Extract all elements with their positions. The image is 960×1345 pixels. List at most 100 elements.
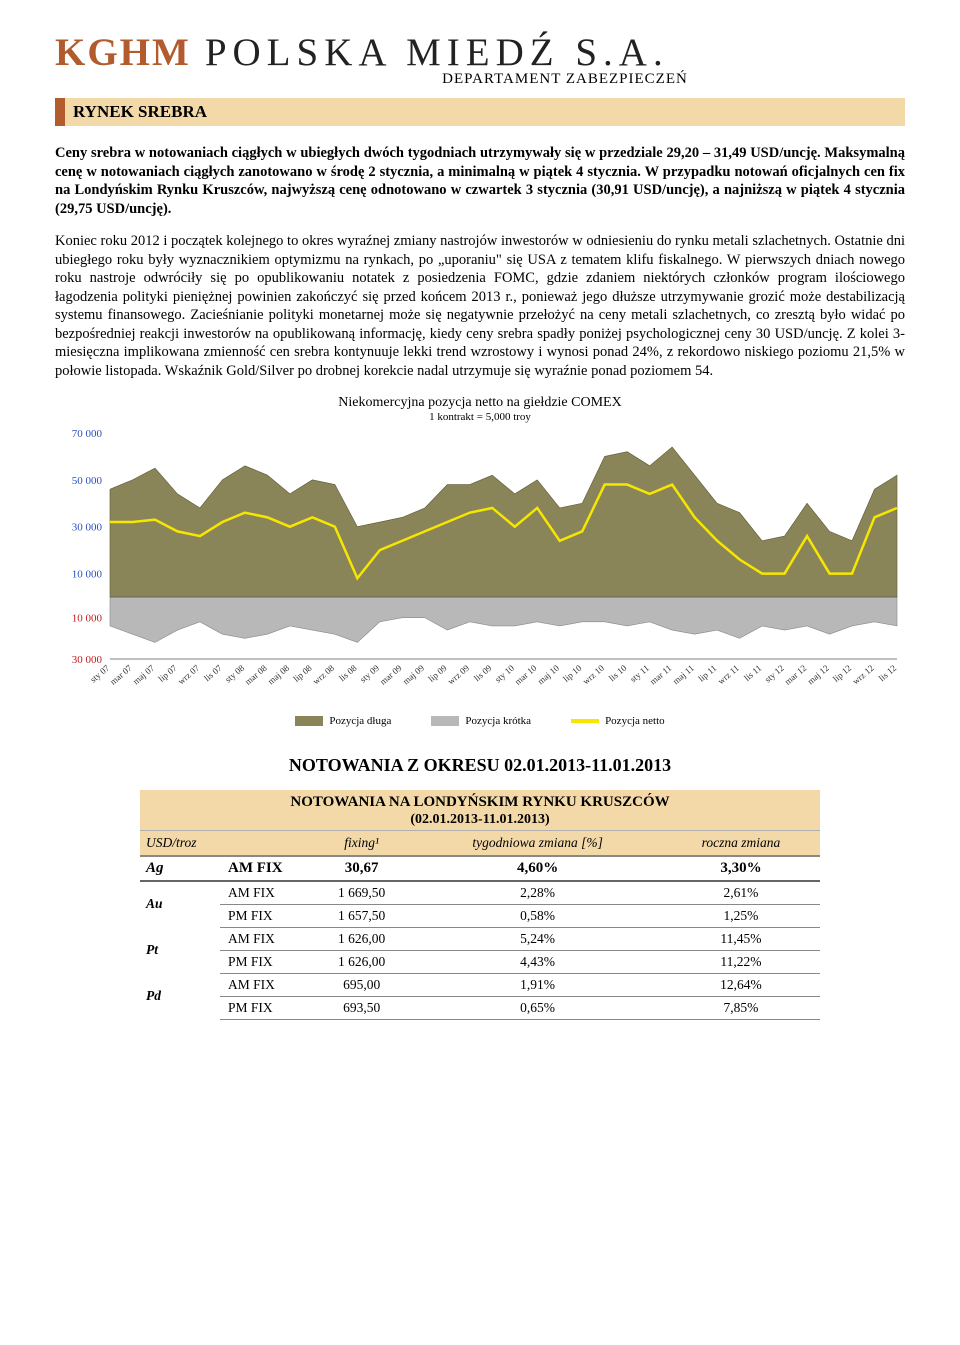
weekly-cell: 5,24% [413, 927, 662, 950]
table-row: AuAM FIX1 669,502,28%2,61% [140, 881, 820, 905]
legend-short-label: Pozycja krótka [465, 715, 531, 727]
table-row: PtAM FIX1 626,005,24%11,45% [140, 927, 820, 950]
swatch-short [431, 716, 459, 726]
price-cell: 693,50 [310, 996, 413, 1019]
svg-text:50 000: 50 000 [72, 474, 103, 486]
table-row: AgAM FIX30,674,60%3,30% [140, 856, 820, 881]
comex-chart: Niekomercyjna pozycja netto na giełdzie … [55, 395, 905, 727]
page-header: KGHM POLSKA MIEDŹ S.A. DEPARTAMENT ZABEZ… [55, 30, 905, 88]
svg-text:10 000: 10 000 [72, 568, 103, 580]
table-title: NOTOWANIA NA LONDYŃSKIM RYNKU KRUSZCÓW (… [140, 790, 820, 831]
weekly-cell: 4,60% [413, 856, 662, 881]
quotes-table: USD/troz fixing¹tygodniowa zmiana [%]rocz… [140, 831, 820, 1020]
fix-cell: AM FIX [220, 881, 310, 905]
yearly-cell: 1,25% [662, 904, 820, 927]
svg-text:mar 08: mar 08 [243, 662, 269, 686]
yearly-cell: 7,85% [662, 996, 820, 1019]
svg-text:sty 11: sty 11 [628, 662, 651, 683]
price-cell: 1 626,00 [310, 950, 413, 973]
svg-text:wrz 09: wrz 09 [446, 662, 472, 686]
section-title: RYNEK SREBRA [73, 102, 207, 121]
svg-text:wrz 12: wrz 12 [850, 662, 875, 686]
svg-text:wrz 08: wrz 08 [311, 662, 337, 686]
logo-company: POLSKA MIEDŹ S.A. [205, 30, 669, 75]
th-unit: USD/troz [140, 831, 220, 856]
fix-cell: PM FIX [220, 904, 310, 927]
svg-text:lis 09: lis 09 [472, 662, 494, 683]
svg-text:maj 10: maj 10 [536, 662, 562, 686]
symbol-cell: Pd [140, 973, 220, 1019]
legend-long-label: Pozycja długa [329, 715, 391, 727]
price-cell: 695,00 [310, 973, 413, 996]
svg-text:sty 12: sty 12 [763, 662, 786, 684]
weekly-cell: 2,28% [413, 881, 662, 905]
svg-text:lip 10: lip 10 [561, 662, 584, 683]
table-row: PM FIX1 626,004,43%11,22% [140, 950, 820, 973]
svg-text:maj 07: maj 07 [131, 662, 157, 686]
price-cell: 1 626,00 [310, 927, 413, 950]
svg-text:lis 07: lis 07 [202, 662, 224, 683]
yearly-cell: 11,22% [662, 950, 820, 973]
chart-title: Niekomercyjna pozycja netto na giełdzie … [55, 395, 905, 411]
table-row: PM FIX693,500,65%7,85% [140, 996, 820, 1019]
svg-text:maj 08: maj 08 [266, 662, 292, 686]
svg-text:sty 10: sty 10 [493, 662, 516, 684]
legend-net: Pozycja netto [571, 715, 665, 727]
symbol-cell: Au [140, 881, 220, 928]
svg-text:30 000: 30 000 [72, 521, 103, 533]
symbol-cell: Ag [140, 856, 220, 881]
swatch-long [295, 716, 323, 726]
svg-text:lis 12: lis 12 [877, 662, 899, 682]
svg-text:mar 12: mar 12 [783, 662, 809, 686]
svg-text:10 000: 10 000 [72, 612, 103, 624]
legend-long: Pozycja długa [295, 715, 391, 727]
weekly-cell: 4,43% [413, 950, 662, 973]
th-yearly: roczna zmiana [662, 831, 820, 856]
price-cell: 1 669,50 [310, 881, 413, 905]
chart-legend: Pozycja długa Pozycja krótka Pozycja net… [55, 715, 905, 727]
fix-cell: PM FIX [220, 996, 310, 1019]
svg-text:sty 09: sty 09 [358, 662, 381, 684]
svg-text:mar 10: mar 10 [513, 662, 539, 686]
svg-text:wrz 11: wrz 11 [716, 662, 741, 685]
svg-text:mar 11: mar 11 [648, 662, 674, 686]
weekly-cell: 0,58% [413, 904, 662, 927]
chart-subtitle: 1 kontrakt = 5,000 troy [55, 411, 905, 423]
th-fixing: fixing¹ [310, 831, 413, 856]
symbol-cell: Pt [140, 927, 220, 973]
yearly-cell: 11,45% [662, 927, 820, 950]
svg-text:mar 07: mar 07 [108, 662, 134, 686]
svg-text:lis 11: lis 11 [742, 662, 763, 682]
svg-text:lip 07: lip 07 [156, 662, 179, 683]
table-row: PM FIX1 657,500,58%1,25% [140, 904, 820, 927]
svg-text:sty 08: sty 08 [223, 662, 246, 684]
logo-kghm: KGHM [55, 30, 191, 75]
svg-text:wrz 10: wrz 10 [581, 662, 607, 686]
price-cell: 1 657,50 [310, 904, 413, 927]
svg-text:wrz 07: wrz 07 [176, 662, 202, 686]
svg-text:lip 12: lip 12 [831, 662, 853, 683]
chart-canvas: 70 000 50 000 30 000 10 000 10 000 30 000 sty … [55, 427, 905, 707]
svg-text:70 000: 70 000 [72, 428, 103, 440]
th-weekly: tygodniowa zmiana [%] [413, 831, 662, 856]
svg-text:lis 10: lis 10 [607, 662, 629, 683]
fix-cell: AM FIX [220, 973, 310, 996]
svg-text:maj 12: maj 12 [805, 662, 830, 686]
svg-text:lip 09: lip 09 [426, 662, 449, 683]
weekly-cell: 0,65% [413, 996, 662, 1019]
svg-text:30 000: 30 000 [72, 654, 103, 666]
quotes-heading: NOTOWANIA Z OKRESU 02.01.2013-11.01.2013 [55, 755, 905, 776]
section-bar: RYNEK SREBRA [55, 98, 905, 126]
logo-line: KGHM POLSKA MIEDŹ S.A. [55, 30, 905, 75]
svg-text:maj 09: maj 09 [401, 662, 427, 686]
svg-text:mar 09: mar 09 [378, 662, 404, 686]
yearly-cell: 12,64% [662, 973, 820, 996]
price-cell: 30,67 [310, 856, 413, 881]
legend-short: Pozycja krótka [431, 715, 531, 727]
weekly-cell: 1,91% [413, 973, 662, 996]
fix-cell: AM FIX [220, 856, 310, 881]
svg-text:lis 08: lis 08 [337, 662, 359, 683]
quotes-table-wrap: NOTOWANIA NA LONDYŃSKIM RYNKU KRUSZCÓW (… [140, 790, 820, 1020]
paragraph-1: Ceny srebra w notowaniach ciągłych w ubi… [55, 144, 905, 218]
svg-text:lip 08: lip 08 [291, 662, 314, 683]
